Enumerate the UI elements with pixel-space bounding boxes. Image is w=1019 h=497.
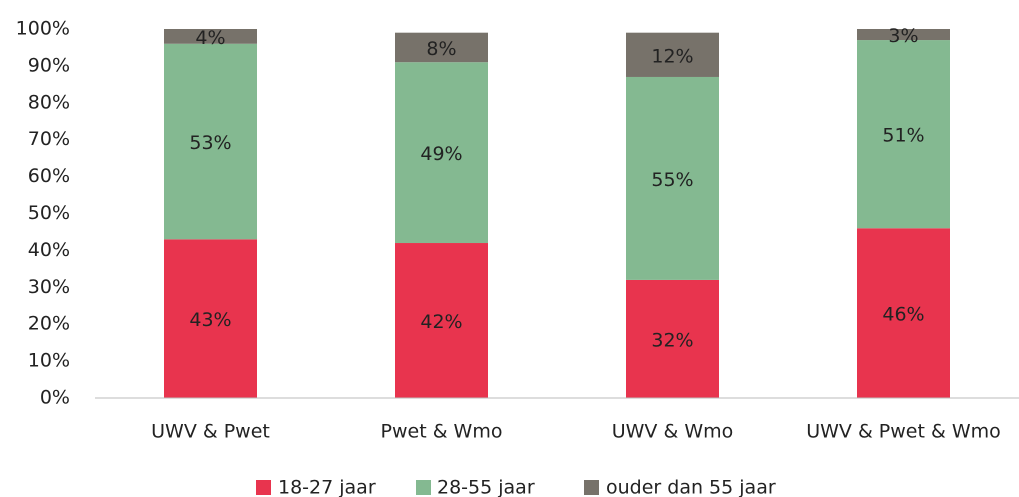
x-tick-label: Pwet & Wmo xyxy=(381,421,503,443)
bar-segment xyxy=(395,62,488,244)
data-label: 53% xyxy=(189,132,231,154)
bar-segment xyxy=(395,243,488,398)
y-tick-label: 90% xyxy=(28,54,70,76)
data-label: 55% xyxy=(651,169,693,191)
legend-swatch xyxy=(256,480,271,495)
data-label: 43% xyxy=(189,309,231,331)
data-label: 8% xyxy=(426,38,456,60)
y-tick-label: 20% xyxy=(28,313,70,335)
legend-swatch xyxy=(416,480,431,495)
bar-segment xyxy=(164,43,257,240)
y-tick-label: 40% xyxy=(28,239,70,261)
legend-label: 28-55 jaar xyxy=(437,477,535,497)
data-label: 46% xyxy=(882,304,924,326)
x-tick-label: UWV & Pwet xyxy=(151,421,270,443)
y-tick-label: 0% xyxy=(40,387,70,409)
x-tick-label: UWV & Pwet & Wmo xyxy=(806,421,1001,443)
legend-label: 18-27 jaar xyxy=(278,477,376,497)
bar-segment xyxy=(857,228,950,398)
y-tick-label: 80% xyxy=(28,91,70,113)
x-tick-label: UWV & Wmo xyxy=(612,421,734,443)
bar-segment xyxy=(395,32,488,63)
y-tick-label: 70% xyxy=(28,128,70,150)
bar-segment xyxy=(164,239,257,398)
data-label: 49% xyxy=(420,143,462,165)
bar-segment xyxy=(857,40,950,229)
data-label: 3% xyxy=(888,25,918,47)
bar-segment xyxy=(857,29,950,41)
y-tick-label: 100% xyxy=(16,18,70,40)
data-label: 42% xyxy=(420,311,462,333)
data-label: 4% xyxy=(195,27,225,49)
bar-segment xyxy=(626,32,719,77)
y-tick-label: 50% xyxy=(28,202,70,224)
y-tick-label: 10% xyxy=(28,350,70,372)
y-tick-label: 60% xyxy=(28,165,70,187)
data-label: 12% xyxy=(651,45,693,67)
y-tick-label: 30% xyxy=(28,276,70,298)
bar-segment xyxy=(164,29,257,44)
legend-label: ouder dan 55 jaar xyxy=(606,477,776,497)
bar-segment xyxy=(626,76,719,280)
legend-swatch xyxy=(584,480,599,495)
bar-segment xyxy=(626,279,719,398)
data-label: 51% xyxy=(882,125,924,147)
data-label: 32% xyxy=(651,329,693,351)
